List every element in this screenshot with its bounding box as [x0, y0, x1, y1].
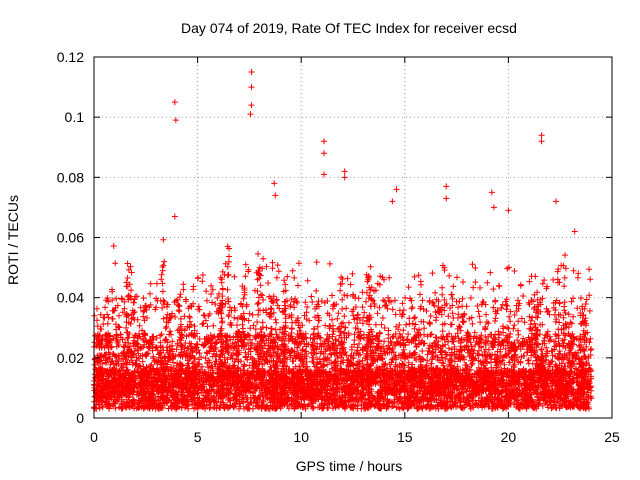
data-point	[538, 132, 545, 139]
y-tick-label: 0.12	[57, 49, 84, 65]
data-point	[171, 213, 178, 220]
data-point	[172, 117, 179, 124]
data-point	[171, 99, 178, 106]
chart-title: Day 074 of 2019, Rate Of TEC Index for r…	[181, 20, 517, 36]
data-point	[248, 102, 255, 109]
data-point	[248, 69, 255, 76]
data-point	[271, 180, 278, 187]
data-point	[320, 138, 327, 145]
data-point	[538, 138, 545, 145]
data-point	[320, 150, 327, 157]
data-point	[248, 84, 255, 91]
data-point	[490, 204, 497, 211]
data-point	[571, 228, 578, 235]
data-point	[553, 198, 560, 205]
y-tick-label: 0.08	[57, 169, 84, 185]
x-tick-label: 10	[293, 429, 309, 445]
y-tick-label: 0.1	[65, 109, 85, 125]
x-tick-label: 25	[604, 429, 620, 445]
data-point	[320, 171, 327, 178]
data-point	[272, 192, 279, 199]
data-point	[488, 189, 495, 196]
data-point	[393, 186, 400, 193]
data-point	[341, 174, 348, 181]
x-tick-label: 15	[397, 429, 413, 445]
axis-ticks: 0 5 10 15 20 25 0 0.02 0.04 0.06 0.08 0.1 0.12	[57, 49, 620, 445]
x-tick-label: 0	[90, 429, 98, 445]
y-tick-label: 0.06	[57, 230, 84, 246]
x-tick-label: 20	[501, 429, 517, 445]
x-axis-label: GPS time / hours	[296, 458, 403, 474]
x-tick-label: 5	[194, 429, 202, 445]
data-point-cloud	[91, 236, 595, 412]
data-points	[91, 69, 595, 412]
data-point	[443, 195, 450, 202]
y-tick-label: 0.02	[57, 350, 84, 366]
data-point	[341, 168, 348, 175]
y-tick-label: 0	[76, 410, 84, 426]
data-point	[505, 207, 512, 214]
data-point	[247, 111, 254, 118]
y-axis-label: ROTI / TECUs	[5, 195, 21, 285]
data-point	[389, 198, 396, 205]
y-tick-label: 0.04	[57, 290, 84, 306]
data-point	[443, 183, 450, 190]
